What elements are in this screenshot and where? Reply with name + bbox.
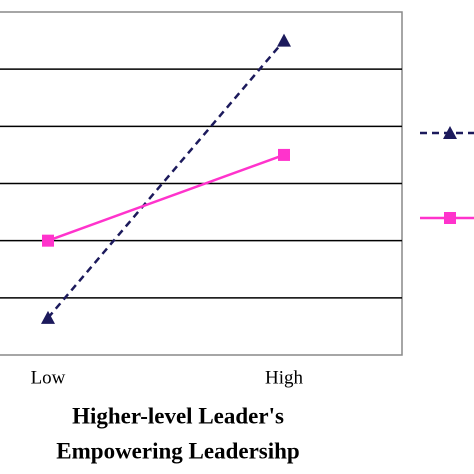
x-axis-label: Higher-level Leader's	[72, 403, 284, 428]
x-tick-label: Low	[31, 367, 66, 388]
marker	[41, 310, 55, 324]
legend-marker	[443, 126, 457, 139]
x-axis-label: Empowering Leadersihp	[56, 438, 299, 463]
marker	[278, 148, 290, 161]
marker	[277, 33, 291, 47]
marker	[42, 234, 54, 247]
series-line	[47, 153, 285, 242]
legend-marker	[444, 212, 456, 224]
series-line	[47, 39, 285, 319]
x-tick-label: High	[265, 367, 304, 388]
